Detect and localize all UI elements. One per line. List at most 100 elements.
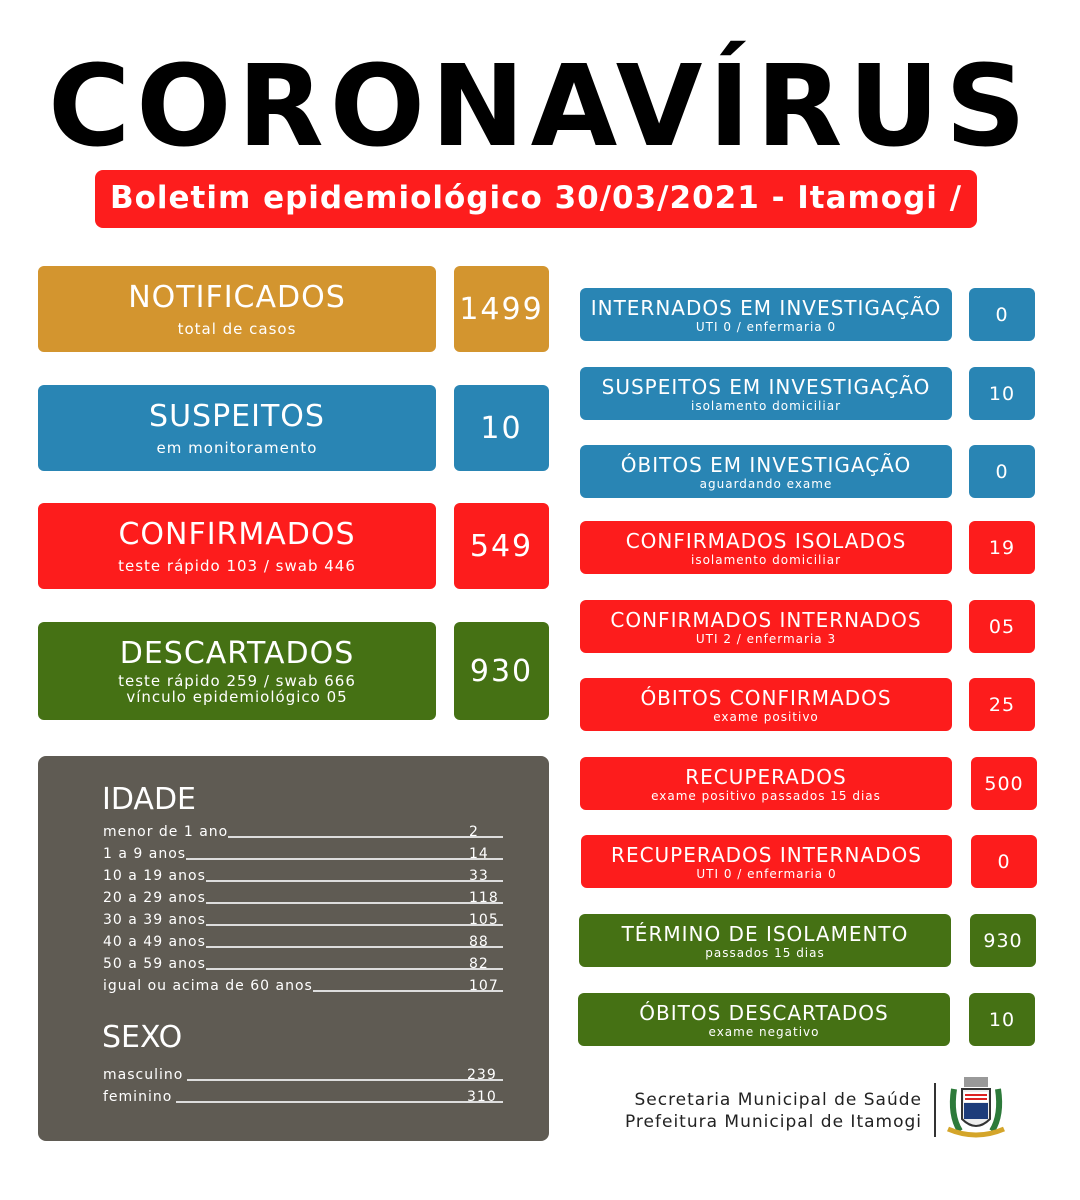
card-label: NOTIFICADOS (128, 280, 346, 315)
card-value-internados-em-investigação: 0 (969, 288, 1035, 341)
age-label: 20 a 29 anos (103, 890, 206, 906)
leader-line (176, 1101, 503, 1103)
age-label: 10 a 19 anos (103, 868, 206, 884)
card-sub: isolamento domiciliar (690, 398, 842, 413)
idade-heading: IDADE (102, 782, 196, 817)
age-value: 2 (469, 824, 479, 840)
footer-line-2: Prefeitura Municipal de Itamogi (624, 1112, 922, 1132)
age-row: 10 a 19 anos 33 (103, 864, 503, 884)
card-label: RECUPERADOS (685, 764, 847, 789)
age-label: 30 a 39 anos (103, 912, 206, 928)
age-row: 40 a 49 anos 88 (103, 930, 503, 950)
card-value-notificados: 1499 (454, 266, 549, 352)
footer-credits: Secretaria Municipal de Saúde Prefeitura… (625, 1089, 922, 1133)
age-value: 33 (469, 868, 489, 884)
card-confirmados-isolados: CONFIRMADOS ISOLADOS isolamento domicilia… (580, 521, 952, 574)
sex-label: masculino (103, 1067, 184, 1083)
footer-line-1: Secretaria Municipal de Saúde (634, 1090, 922, 1110)
card-sub: teste rápido 103 / swab 446 (118, 557, 356, 575)
card-sub: UTI 2 / enfermaria 3 (695, 631, 837, 646)
age-label: 40 a 49 anos (103, 934, 206, 950)
card-value-descartados: 930 (454, 622, 549, 720)
age-value: 107 (469, 978, 499, 994)
card-sub: exame positivo (713, 709, 819, 724)
age-row: 1 a 9 anos 14 (103, 842, 503, 862)
card-label: CONFIRMADOS (118, 517, 356, 552)
age-row: 20 a 29 anos 118 (103, 886, 503, 906)
sex-value: 310 (467, 1089, 497, 1105)
card-sub: exame positivo passados 15 dias (651, 788, 881, 803)
card-value-recuperados: 500 (971, 757, 1037, 810)
age-row: menor de 1 ano 2 (103, 820, 503, 840)
sex-value: 239 (467, 1067, 497, 1083)
card-óbitos-confirmados: ÓBITOS CONFIRMADOS exame positivo (580, 678, 952, 731)
age-label: igual ou acima de 60 anos (103, 978, 313, 994)
card-value-óbitos-descartados: 10 (969, 993, 1035, 1046)
card-label: SUSPEITOS EM INVESTIGAÇÃO (601, 374, 931, 399)
card-sub: UTI 0 / enfermaria 0 (695, 319, 837, 334)
age-label: menor de 1 ano (103, 824, 229, 840)
card-value-suspeitos: 10 (454, 385, 549, 471)
card-sub: aguardando exame (699, 476, 833, 491)
card-sub: total de casos (177, 320, 297, 338)
card-sub: exame negativo (708, 1024, 820, 1039)
age-row: 50 a 59 anos 82 (103, 952, 503, 972)
card-descartados: DESCARTADOS teste rápido 259 / swab 666 v… (38, 622, 436, 720)
sex-row: masculino 239 (103, 1063, 503, 1083)
card-value-confirmados-internados: 05 (969, 600, 1035, 653)
card-recuperados: RECUPERADOS exame positivo passados 15 di… (580, 757, 952, 810)
card-sub: teste rápido 259 / swab 666 vínculo epid… (118, 672, 356, 706)
card-label: DESCARTADOS (119, 636, 355, 671)
age-label: 1 a 9 anos (103, 846, 187, 862)
leader-line (205, 880, 503, 882)
card-término-de-isolamento: TÉRMINO DE ISOLAMENTO passados 15 dias (579, 914, 951, 967)
card-label: ÓBITOS DESCARTADOS (639, 1000, 889, 1025)
card-confirmados: CONFIRMADOS teste rápido 103 / swab 446 (38, 503, 436, 589)
card-value-confirmados: 549 (454, 503, 549, 589)
card-internados-em-investigação: INTERNADOS EM INVESTIGAÇÃO UTI 0 / enferm… (580, 288, 952, 341)
age-value: 88 (469, 934, 489, 950)
leader-line (312, 990, 503, 992)
age-value: 14 (469, 846, 489, 862)
card-sub: passados 15 dias (705, 945, 825, 960)
card-value-confirmados-isolados: 19 (969, 521, 1035, 574)
card-label: RECUPERADOS INTERNADOS (611, 842, 922, 867)
age-label: 50 a 59 anos (103, 956, 206, 972)
card-value-término-de-isolamento: 930 (970, 914, 1036, 967)
leader-line (187, 1079, 503, 1081)
card-value-óbitos-confirmados: 25 (969, 678, 1035, 731)
sex-label: feminino (103, 1089, 173, 1105)
sexo-heading: SEXO (102, 1020, 183, 1055)
card-label: ÓBITOS EM INVESTIGAÇÃO (620, 452, 912, 477)
leader-line (205, 902, 503, 904)
card-label: CONFIRMADOS INTERNADOS (610, 607, 922, 632)
demographics-panel: IDADE SEXO menor de 1 ano 2 1 a 9 anos 14 10… (38, 756, 549, 1141)
sex-row: feminino 310 (103, 1085, 503, 1105)
card-label: ÓBITOS CONFIRMADOS (640, 685, 892, 710)
page-title: CORONAVÍRUS (48, 42, 1032, 172)
card-value-recuperados-internados: 0 (971, 835, 1037, 888)
card-óbitos-descartados: ÓBITOS DESCARTADOS exame negativo (578, 993, 950, 1046)
leader-line (228, 836, 503, 838)
footer-divider (934, 1083, 936, 1137)
card-recuperados-internados: RECUPERADOS INTERNADOS UTI 0 / enfermaria… (581, 835, 952, 888)
coat-of-arms-icon (947, 1077, 1005, 1138)
age-value: 82 (469, 956, 489, 972)
age-row: igual ou acima de 60 anos 107 (103, 974, 503, 994)
age-value: 105 (469, 912, 499, 928)
leader-line (205, 924, 503, 926)
age-value: 118 (469, 890, 499, 906)
card-label: TÉRMINO DE ISOLAMENTO (621, 921, 909, 946)
card-suspeitos: SUSPEITOS em monitoramento (38, 385, 436, 471)
card-value-óbitos-em-investigação: 0 (969, 445, 1035, 498)
card-sub: UTI 0 / enfermaria 0 (696, 866, 837, 881)
card-sub: isolamento domiciliar (690, 552, 842, 567)
card-label: CONFIRMADOS ISOLADOS (625, 528, 907, 553)
card-confirmados-internados: CONFIRMADOS INTERNADOS UTI 2 / enfermaria… (580, 600, 952, 653)
leader-line (205, 946, 503, 948)
bulletin-subtitle: Boletim epidemiológico 30/03/2021 - Itam… (95, 170, 977, 272)
age-row: 30 a 39 anos 105 (103, 908, 503, 928)
card-value-suspeitos-em-investigação: 10 (969, 367, 1035, 420)
leader-line (186, 858, 503, 860)
card-sub: em monitoramento (156, 439, 318, 457)
